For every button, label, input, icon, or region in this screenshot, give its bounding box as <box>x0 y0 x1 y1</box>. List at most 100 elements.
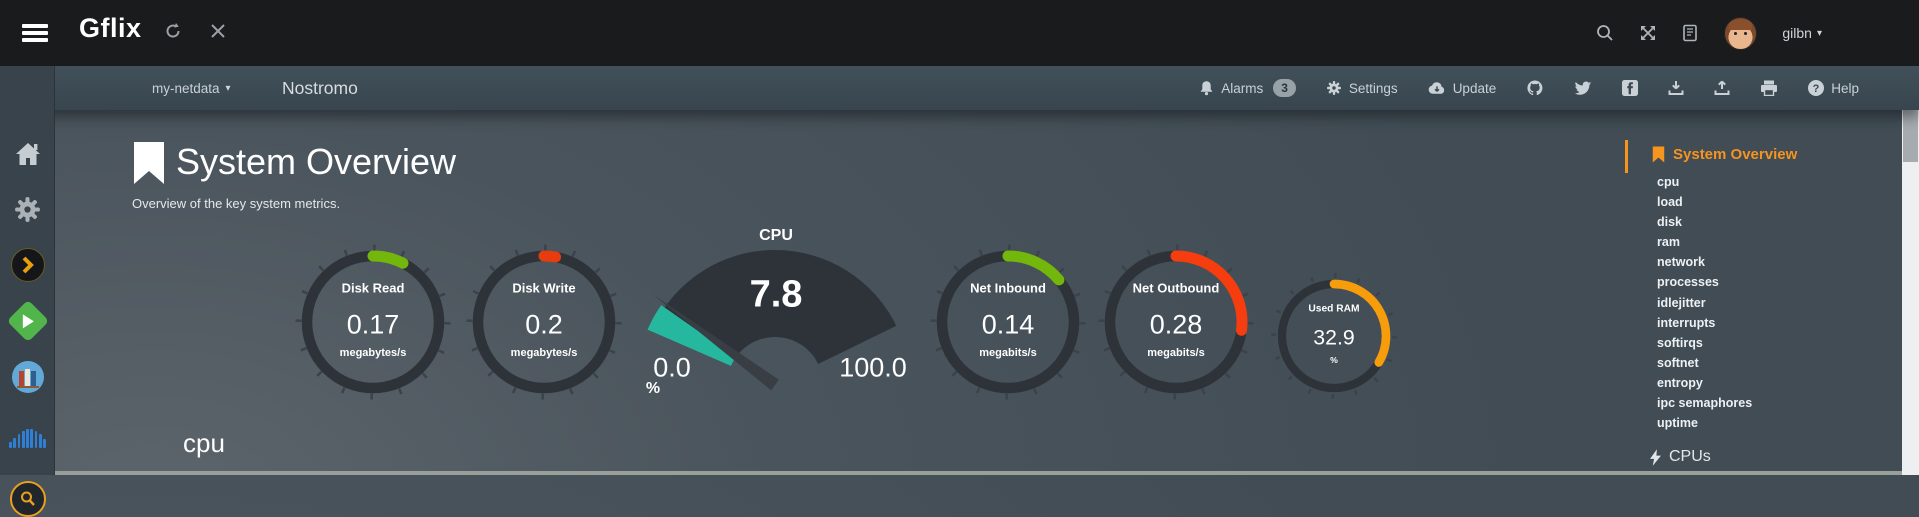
sidebar-cpus-label: CPUs <box>1669 448 1711 465</box>
sidebar-item-idlejitter[interactable]: idlejitter <box>1657 295 1706 310</box>
sidebar-header[interactable]: System Overview <box>1652 146 1797 163</box>
hostname-label: Nostromo <box>282 77 358 98</box>
update-button[interactable]: Update <box>1428 80 1497 96</box>
twitter-icon[interactable] <box>1574 81 1592 96</box>
sidebar-item-ipc-semaphores[interactable]: ipc semaphores <box>1657 396 1753 411</box>
page-title: System Overview <box>176 141 457 182</box>
print-icon[interactable] <box>1760 80 1778 96</box>
gauge-value-net-inbound: 0.14 <box>981 309 1035 340</box>
app-dock <box>0 66 55 517</box>
section-heading-cpu: cpu <box>183 428 225 458</box>
help-button[interactable]: ? Help <box>1808 80 1859 96</box>
gauge-unit-net-inbound: megabits/s <box>979 347 1037 359</box>
journal-icon[interactable] <box>1682 24 1699 42</box>
alarms-label: Alarms <box>1221 80 1264 96</box>
upload-icon[interactable] <box>1714 80 1730 96</box>
bell-icon <box>1200 81 1213 96</box>
refresh-icon[interactable] <box>163 21 183 41</box>
sidebar-item-network[interactable]: network <box>1657 255 1705 270</box>
gear-icon[interactable] <box>0 196 55 223</box>
chevron-down-icon: ▾ <box>1816 27 1822 39</box>
chevron-down-icon: ▾ <box>225 82 231 94</box>
page-scrollbar[interactable]: ▲ <box>1902 66 1919 475</box>
gauge-max-cpu: 100.0 <box>839 352 907 383</box>
svg-text:?: ? <box>1813 83 1820 95</box>
settings-label: Settings <box>1348 80 1398 96</box>
gauge-net-inbound[interactable] <box>928 242 1088 402</box>
alarms-button[interactable]: Alarms 3 <box>1199 79 1296 97</box>
question-icon: ? <box>1808 80 1825 96</box>
sidebar-item-softnet[interactable]: softnet <box>1657 355 1699 370</box>
alarms-count-badge: 3 <box>1273 79 1296 97</box>
help-label: Help <box>1831 80 1859 96</box>
cloud-update-icon <box>1428 82 1444 94</box>
gauge-value-net-outbound: 0.28 <box>1149 309 1203 340</box>
topbar-right-group: gilbn ▾ <box>1596 0 1822 66</box>
settings-button[interactable]: Settings <box>1326 80 1398 96</box>
sidebar-item-processes[interactable]: processes <box>1657 275 1719 290</box>
gauge-disk-read[interactable] <box>293 242 453 402</box>
books-icon[interactable] <box>0 361 55 393</box>
sidebar-item-ram[interactable]: ram <box>1657 235 1680 250</box>
update-label: Update <box>1452 80 1497 96</box>
gauge-value-used-ram: 32.9 <box>1313 325 1355 350</box>
gauge-title-disk-write: Disk Write <box>512 280 576 296</box>
gauge-title-used-ram: Used RAM <box>1308 303 1360 315</box>
gauge-unit-net-outbound: megabits/s <box>1147 347 1205 359</box>
dashboard-navbar: my-netdata ▾ Nostromo Alarms 3 <box>0 66 1919 110</box>
user-avatar[interactable] <box>1724 16 1758 50</box>
top-bar: Gflix gilbn ▾ <box>0 0 1919 66</box>
sidebar-item-load[interactable]: load <box>1657 195 1683 210</box>
sidebar-item-interrupts[interactable]: interrupts <box>1657 315 1716 330</box>
navbar-actions: Alarms 3 Settings Update <box>1199 66 1859 110</box>
gauge-unit-cpu: % <box>645 380 661 397</box>
gauge-min-cpu: 0.0 <box>653 352 691 383</box>
gauge-disk-write[interactable] <box>464 242 624 402</box>
hamburger-menu-icon[interactable] <box>22 24 48 42</box>
emby-icon[interactable] <box>0 299 55 343</box>
username-label: gilbn <box>1782 25 1812 41</box>
gauge-title-disk-read: Disk Read <box>341 280 405 296</box>
app-brand: Gflix <box>79 13 142 43</box>
my-netdata-label: my-netdata <box>152 80 220 96</box>
gauge-title-net-outbound: Net Outbound <box>1132 280 1220 296</box>
home-icon[interactable] <box>0 141 55 167</box>
sidebar-item-entropy[interactable]: entropy <box>1657 375 1703 390</box>
gauge-unit-used-ram: % <box>1330 355 1338 366</box>
gauge-needle <box>652 294 779 391</box>
fullscreen-icon[interactable] <box>1639 24 1657 42</box>
lightning-icon <box>1650 448 1661 466</box>
search-orange-icon[interactable] <box>0 481 55 517</box>
gauge-used-ram[interactable] <box>1268 270 1400 402</box>
active-section-indicator <box>1625 140 1628 173</box>
plex-icon[interactable] <box>0 248 55 282</box>
sidebar-header-label: System Overview <box>1673 146 1798 163</box>
facebook-icon[interactable] <box>1622 80 1639 96</box>
gauge-net-outbound[interactable] <box>1096 242 1256 402</box>
gauge-value-cpu: 7.8 <box>749 273 803 316</box>
gauge-value-disk-read: 0.17 <box>346 309 400 340</box>
sidebar-item-uptime[interactable]: uptime <box>1657 416 1698 431</box>
my-netdata-dropdown[interactable]: my-netdata ▾ <box>152 66 231 110</box>
sidebar-section-cpus[interactable]: CPUs <box>1650 448 1711 466</box>
soundcloud-icon[interactable] <box>0 428 55 448</box>
download-icon[interactable] <box>1668 80 1684 96</box>
user-menu[interactable]: gilbn ▾ <box>1782 25 1822 41</box>
github-icon[interactable] <box>1526 79 1544 97</box>
bookmark-icon <box>1652 146 1665 163</box>
gauge-cpu[interactable] <box>620 228 940 403</box>
bookmark-icon <box>134 142 164 184</box>
search-icon[interactable] <box>1596 24 1614 42</box>
chart-area-top <box>55 471 1902 475</box>
sidebar-item-disk[interactable]: disk <box>1657 215 1683 230</box>
sidebar-item-cpu[interactable]: cpu <box>1657 175 1680 189</box>
close-icon[interactable] <box>209 22 227 40</box>
gauge-title-net-inbound: Net Inbound <box>970 280 1046 296</box>
gauge-unit-disk-read: megabytes/s <box>339 347 407 359</box>
gear-icon <box>1326 81 1341 95</box>
sidebar-item-softirqs[interactable]: softirqs <box>1657 335 1703 350</box>
sidebar-menu: cpu load disk ram network processes idlejitter… <box>1657 172 1752 433</box>
page-description: Overview of the key system metrics. <box>132 196 341 211</box>
gauge-title-cpu: CPU <box>759 227 793 244</box>
gauge-value-disk-write: 0.2 <box>525 309 563 340</box>
